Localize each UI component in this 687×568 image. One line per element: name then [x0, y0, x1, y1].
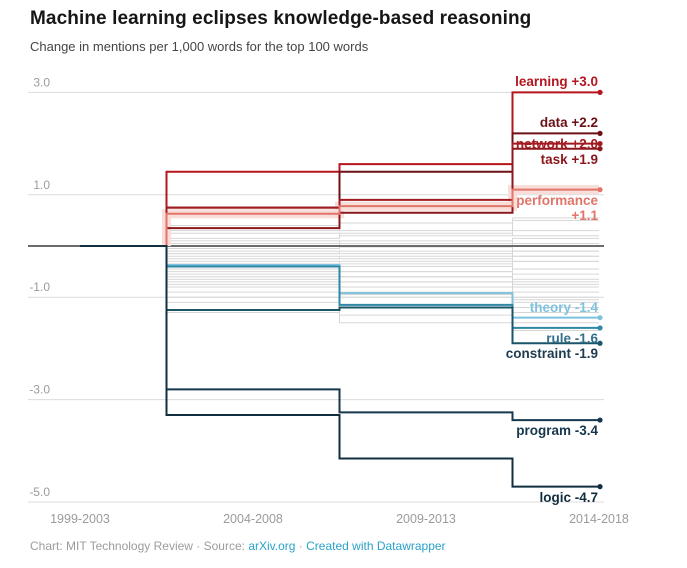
series-endpoint-constraint	[597, 340, 603, 346]
series-label-data: data +2.2	[539, 115, 598, 131]
y-tick-label: 3.0	[33, 75, 50, 89]
x-tick-label: 1999-2003	[50, 512, 110, 526]
series-endpoint-task	[597, 146, 603, 152]
series-label-task: task +1.9	[540, 151, 598, 167]
series-line-logic	[80, 245, 599, 488]
y-tick-label: -3.0	[29, 383, 50, 397]
series-endpoint-program	[597, 417, 603, 423]
series-label-network: network +2.0	[515, 136, 598, 152]
y-tick-label: -1.0	[29, 280, 50, 294]
attribution-separator: ·	[295, 539, 307, 553]
series-label-logic: logic -4.7	[539, 489, 598, 505]
series-endpoint-network	[597, 141, 603, 147]
y-tick-label: 1.0	[33, 178, 50, 192]
series-endpoint-theory	[597, 315, 603, 321]
series-endpoint-performance	[597, 187, 603, 193]
series-line-performance	[80, 188, 599, 247]
series-label-performance: performance +1.1	[516, 192, 598, 223]
series-endpoint-rule	[597, 325, 603, 331]
series-label-constraint: constraint -1.9	[505, 346, 598, 362]
series-endpoint-data	[597, 130, 603, 136]
x-tick-label: 2004-2008	[223, 512, 283, 526]
chart-subtitle: Change in mentions per 1,000 words for t…	[30, 39, 369, 54]
series-label-theory: theory -1.4	[529, 299, 598, 315]
chart-attribution: Chart: MIT Technology Review · Source: a…	[30, 539, 446, 553]
series-label-learning: learning +3.0	[515, 74, 598, 90]
y-tick-label: -5.0	[29, 485, 50, 499]
series-endpoint-logic	[597, 484, 603, 490]
chart-title: Machine learning eclipses knowledge-base…	[30, 8, 532, 29]
series-label-program: program -3.4	[516, 423, 598, 439]
x-tick-label: 2009-2013	[396, 512, 456, 526]
datawrapper-link[interactable]: Created with Datawrapper	[306, 539, 446, 553]
series-endpoint-learning	[597, 89, 603, 95]
attribution-text: Chart: MIT Technology Review · Source:	[30, 539, 249, 553]
source-link[interactable]: arXiv.org	[248, 539, 296, 553]
series-label-rule: rule -1.6	[546, 330, 598, 346]
x-tick-label: 2014-2018	[569, 512, 629, 526]
